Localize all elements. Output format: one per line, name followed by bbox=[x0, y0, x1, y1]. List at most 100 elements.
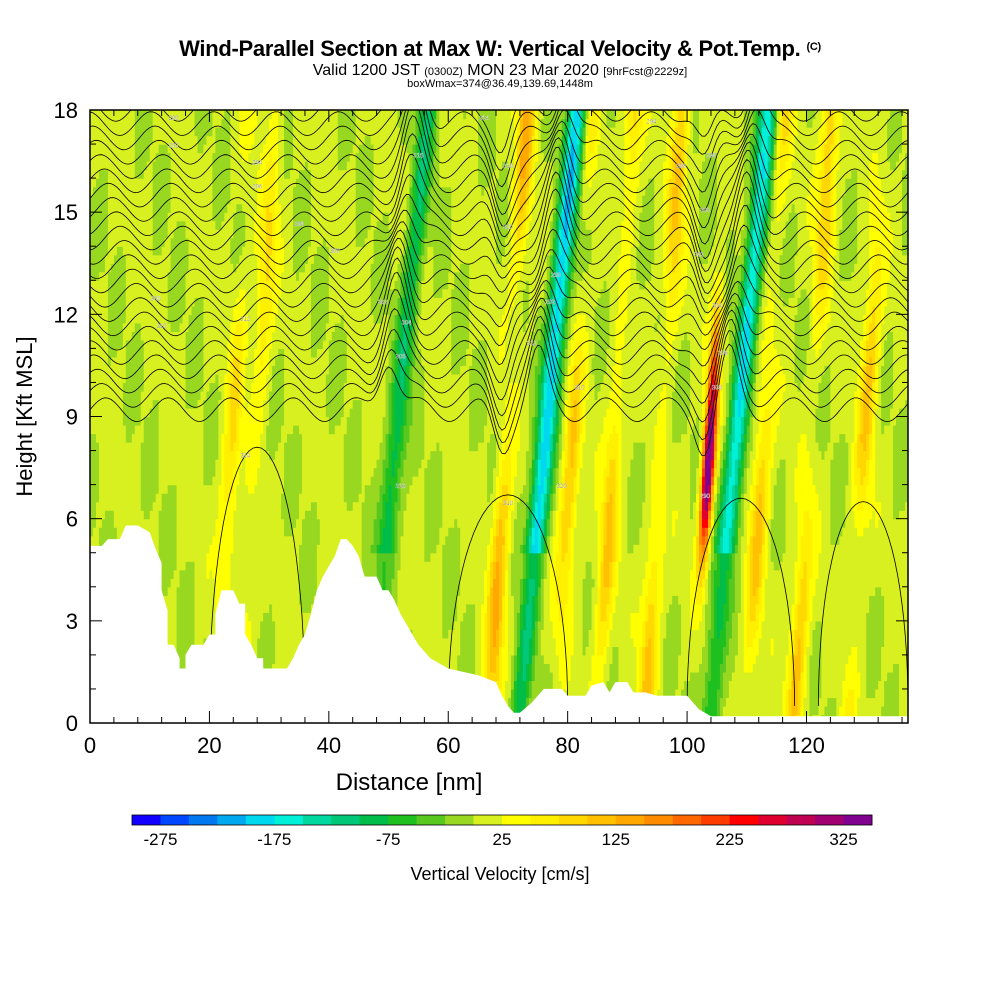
field-cell bbox=[576, 620, 581, 630]
field-cell bbox=[719, 671, 724, 682]
field-cell bbox=[788, 595, 793, 605]
field-cell bbox=[298, 620, 303, 630]
field-cell bbox=[412, 569, 417, 579]
field-cell bbox=[639, 578, 643, 588]
field-cell bbox=[436, 646, 440, 656]
field-cell bbox=[472, 620, 476, 630]
field-cell bbox=[678, 680, 682, 690]
field-cell bbox=[827, 671, 831, 682]
field-cell bbox=[507, 620, 512, 630]
field-cell bbox=[690, 654, 694, 664]
field-cell bbox=[287, 578, 291, 588]
field-cell bbox=[881, 688, 885, 699]
field-cell bbox=[854, 586, 858, 596]
field-cell bbox=[627, 595, 631, 605]
field-cell bbox=[212, 578, 216, 588]
field-cell bbox=[257, 620, 261, 630]
field-cell bbox=[463, 663, 467, 673]
field-cell bbox=[519, 569, 524, 579]
field-cell bbox=[719, 629, 724, 639]
field-cell bbox=[627, 637, 631, 647]
field-cell bbox=[293, 646, 297, 656]
field-cell bbox=[176, 629, 181, 639]
field-cell bbox=[651, 671, 655, 682]
field-cell bbox=[475, 603, 479, 613]
field-cell bbox=[558, 578, 563, 588]
field-cell bbox=[576, 629, 581, 639]
field-cell bbox=[594, 603, 599, 613]
field-cell bbox=[540, 578, 545, 588]
field-cell bbox=[743, 620, 748, 630]
field-cell bbox=[794, 646, 799, 656]
field-cell bbox=[513, 595, 518, 605]
field-cell bbox=[579, 688, 584, 699]
field-cell bbox=[839, 663, 843, 673]
field-cell bbox=[415, 637, 419, 647]
field-cell bbox=[304, 569, 309, 579]
field-cell bbox=[570, 569, 575, 579]
field-cell bbox=[648, 603, 652, 613]
field-cell bbox=[764, 620, 769, 630]
field-cell bbox=[263, 637, 267, 647]
field-cell bbox=[869, 586, 873, 596]
field-cell bbox=[824, 595, 828, 605]
field-cell bbox=[624, 629, 628, 639]
field-cell bbox=[770, 637, 775, 647]
field-cell bbox=[504, 586, 509, 596]
field-cell bbox=[448, 586, 452, 596]
field-cell bbox=[188, 586, 193, 596]
field-cell bbox=[555, 603, 560, 613]
field-cell bbox=[806, 671, 811, 682]
field-cell bbox=[406, 620, 411, 630]
field-cell bbox=[436, 586, 440, 596]
field-cell bbox=[472, 646, 476, 656]
field-cell bbox=[696, 629, 700, 639]
field-cell bbox=[866, 671, 870, 682]
field-cell bbox=[588, 629, 593, 639]
field-cell bbox=[881, 603, 885, 613]
field-cell bbox=[704, 629, 709, 639]
field-cell bbox=[779, 663, 784, 673]
field-cell bbox=[603, 620, 608, 630]
field-cell bbox=[540, 671, 545, 682]
field-cell bbox=[552, 654, 557, 664]
field-cell bbox=[707, 586, 712, 596]
field-cell bbox=[457, 578, 461, 588]
field-cell bbox=[421, 569, 425, 579]
field-cell bbox=[818, 697, 823, 707]
field-cell bbox=[188, 603, 193, 613]
field-cell bbox=[666, 586, 670, 596]
field-cell bbox=[442, 646, 446, 656]
field-cell bbox=[576, 637, 581, 647]
field-cell bbox=[191, 561, 196, 571]
field-cell bbox=[839, 646, 843, 656]
field-cell bbox=[552, 629, 557, 639]
field-cell bbox=[887, 578, 891, 588]
field-cell bbox=[773, 578, 778, 588]
field-cell bbox=[675, 629, 679, 639]
field-cell bbox=[391, 578, 396, 588]
field-cell bbox=[693, 697, 697, 707]
field-cell bbox=[576, 671, 581, 682]
field-cell bbox=[779, 697, 784, 707]
field-cell bbox=[767, 637, 772, 647]
field-cell bbox=[836, 671, 840, 682]
field-cell bbox=[534, 586, 539, 596]
field-cell bbox=[696, 569, 700, 579]
field-cell bbox=[451, 603, 455, 613]
field-cell bbox=[290, 629, 294, 639]
field-cell bbox=[254, 569, 258, 579]
field-cell bbox=[872, 663, 876, 673]
field-cell bbox=[660, 603, 664, 613]
field-cell bbox=[684, 671, 688, 682]
field-cell bbox=[779, 620, 784, 630]
field-cell bbox=[824, 612, 828, 622]
field-cell bbox=[191, 578, 196, 588]
field-cell bbox=[295, 629, 300, 639]
field-cell bbox=[896, 663, 900, 673]
field-cell bbox=[573, 654, 578, 664]
field-cell bbox=[830, 637, 834, 647]
field-cell bbox=[591, 620, 596, 630]
field-cell bbox=[469, 578, 473, 588]
field-cell bbox=[525, 671, 530, 682]
